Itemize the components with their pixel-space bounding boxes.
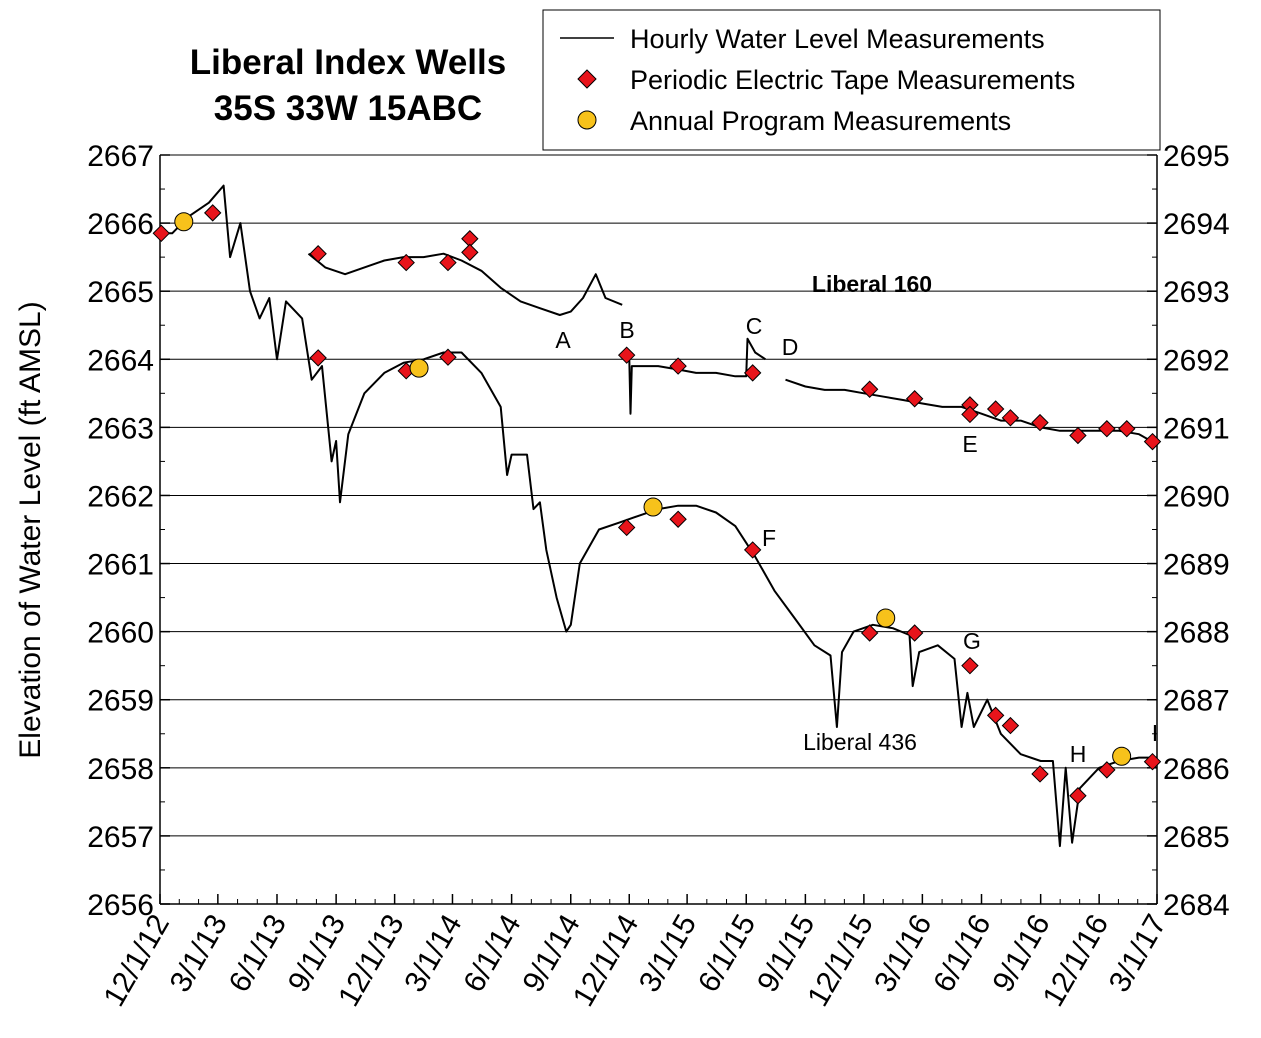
annual-measurement (876, 608, 896, 628)
y-tick-label: 2658 (87, 753, 154, 786)
tape-measurement (617, 346, 636, 364)
x-tick-label: 3/1/13 (164, 909, 234, 998)
x-tick-label: 6/1/16 (927, 909, 997, 998)
y-axis-label: Elevation of Water Level (ft AMSL) (14, 301, 47, 758)
tape-measurement (152, 224, 170, 243)
y2-tick-label: 2694 (1163, 208, 1230, 241)
tape-measurement (1098, 761, 1116, 779)
legend-label: Hourly Water Level Measurements (630, 24, 1045, 54)
legend-label: Periodic Electric Tape Measurements (630, 65, 1075, 95)
tape-measurement (1069, 426, 1087, 445)
tape-measurement (1143, 752, 1162, 771)
x-tick-label: 3/1/14 (398, 909, 468, 998)
tape-measurement (860, 380, 879, 398)
annotation: F (762, 525, 776, 551)
tape-measurement (1031, 765, 1049, 783)
annotation: A (555, 327, 571, 353)
y-tick-label: 2660 (87, 617, 154, 650)
x-tick-label: 3/1/15 (633, 909, 703, 998)
tape-measurement (439, 348, 457, 366)
tape-measurement (669, 357, 687, 375)
tape-measurement (1098, 420, 1116, 438)
annotation: C (746, 313, 763, 339)
tape-measurement (961, 405, 979, 424)
y2-tick-label: 2690 (1163, 480, 1230, 513)
x-tick-label: 12/1/12 (97, 909, 176, 1012)
tape-measurement (1143, 432, 1162, 451)
legend-label: Annual Program Measurements (630, 106, 1011, 136)
y-tick-label: 2663 (87, 412, 154, 445)
y-tick-label: 2656 (87, 889, 154, 922)
annual-measurement (1112, 746, 1132, 766)
tape-measurement (743, 541, 762, 559)
y2-tick-label: 2686 (1163, 753, 1230, 786)
y-tick-label: 2664 (87, 344, 154, 377)
annotation: B (619, 317, 634, 343)
tape-measurement (1069, 787, 1087, 805)
tape-measurement (860, 624, 879, 642)
annotation: E (962, 431, 977, 457)
tape-measurement (961, 656, 979, 675)
y-tick-label: 2662 (87, 480, 154, 513)
tape-measurement (905, 390, 924, 408)
y-tick-label: 2657 (87, 821, 154, 854)
annual-measurement (409, 358, 429, 378)
y-tick-label: 2665 (87, 276, 154, 309)
x-tick-label: 6/1/14 (457, 909, 527, 998)
x-tick-label: 3/1/16 (868, 909, 938, 998)
tape-measurement (669, 510, 687, 528)
tape-measurement (309, 245, 327, 263)
tape-measurement (1001, 409, 1020, 427)
annotation: Liberal 160 (812, 271, 932, 297)
chart-subtitle: 35S 33W 15ABC (214, 89, 482, 128)
tape-measurement (397, 253, 415, 272)
annotation: D (782, 334, 799, 360)
tape-measurement (204, 204, 222, 222)
y2-tick-label: 2691 (1163, 412, 1230, 445)
annotation: Liberal 436 (803, 729, 917, 755)
x-tick-label: 3/1/17 (1103, 909, 1173, 998)
annual-measurement (643, 497, 663, 517)
x-tick-label: 6/1/15 (692, 909, 762, 998)
tape-measurement (617, 518, 636, 537)
x-tick-label: 6/1/13 (223, 909, 293, 998)
tape-measurement (905, 624, 924, 642)
legend-circle (577, 110, 597, 130)
tape-measurement (439, 253, 457, 272)
tape-measurement (1118, 420, 1136, 438)
y-tick-label: 2659 (87, 685, 154, 718)
y2-tick-label: 2692 (1163, 344, 1230, 377)
y2-tick-label: 2684 (1163, 889, 1230, 922)
annotation: H (1070, 741, 1087, 767)
y-tick-label: 2666 (87, 208, 154, 241)
y2-tick-label: 2687 (1163, 685, 1230, 718)
legend-box (542, 9, 1161, 151)
y2-tick-label: 2695 (1163, 140, 1230, 173)
annotation: G (963, 628, 981, 654)
y2-tick-label: 2685 (1163, 821, 1230, 854)
y-tick-label: 2667 (87, 140, 154, 173)
annotation: I (1152, 720, 1158, 746)
tape-measurement (986, 400, 1005, 418)
chart-title: Liberal Index Wells (190, 43, 506, 82)
tape-measurement (309, 349, 327, 367)
legend-diamond (577, 69, 597, 89)
y-tick-label: 2661 (87, 549, 154, 582)
annual-measurement (174, 212, 194, 232)
tape-measurement (1001, 716, 1020, 735)
water-level-line (160, 184, 1158, 848)
tape-measurement (743, 364, 762, 382)
y2-tick-label: 2689 (1163, 549, 1230, 582)
tape-measurement (1031, 413, 1049, 432)
tape-measurement (986, 706, 1005, 725)
y2-tick-label: 2688 (1163, 617, 1230, 650)
tape-measurement (461, 243, 479, 262)
y2-tick-label: 2693 (1163, 276, 1230, 309)
